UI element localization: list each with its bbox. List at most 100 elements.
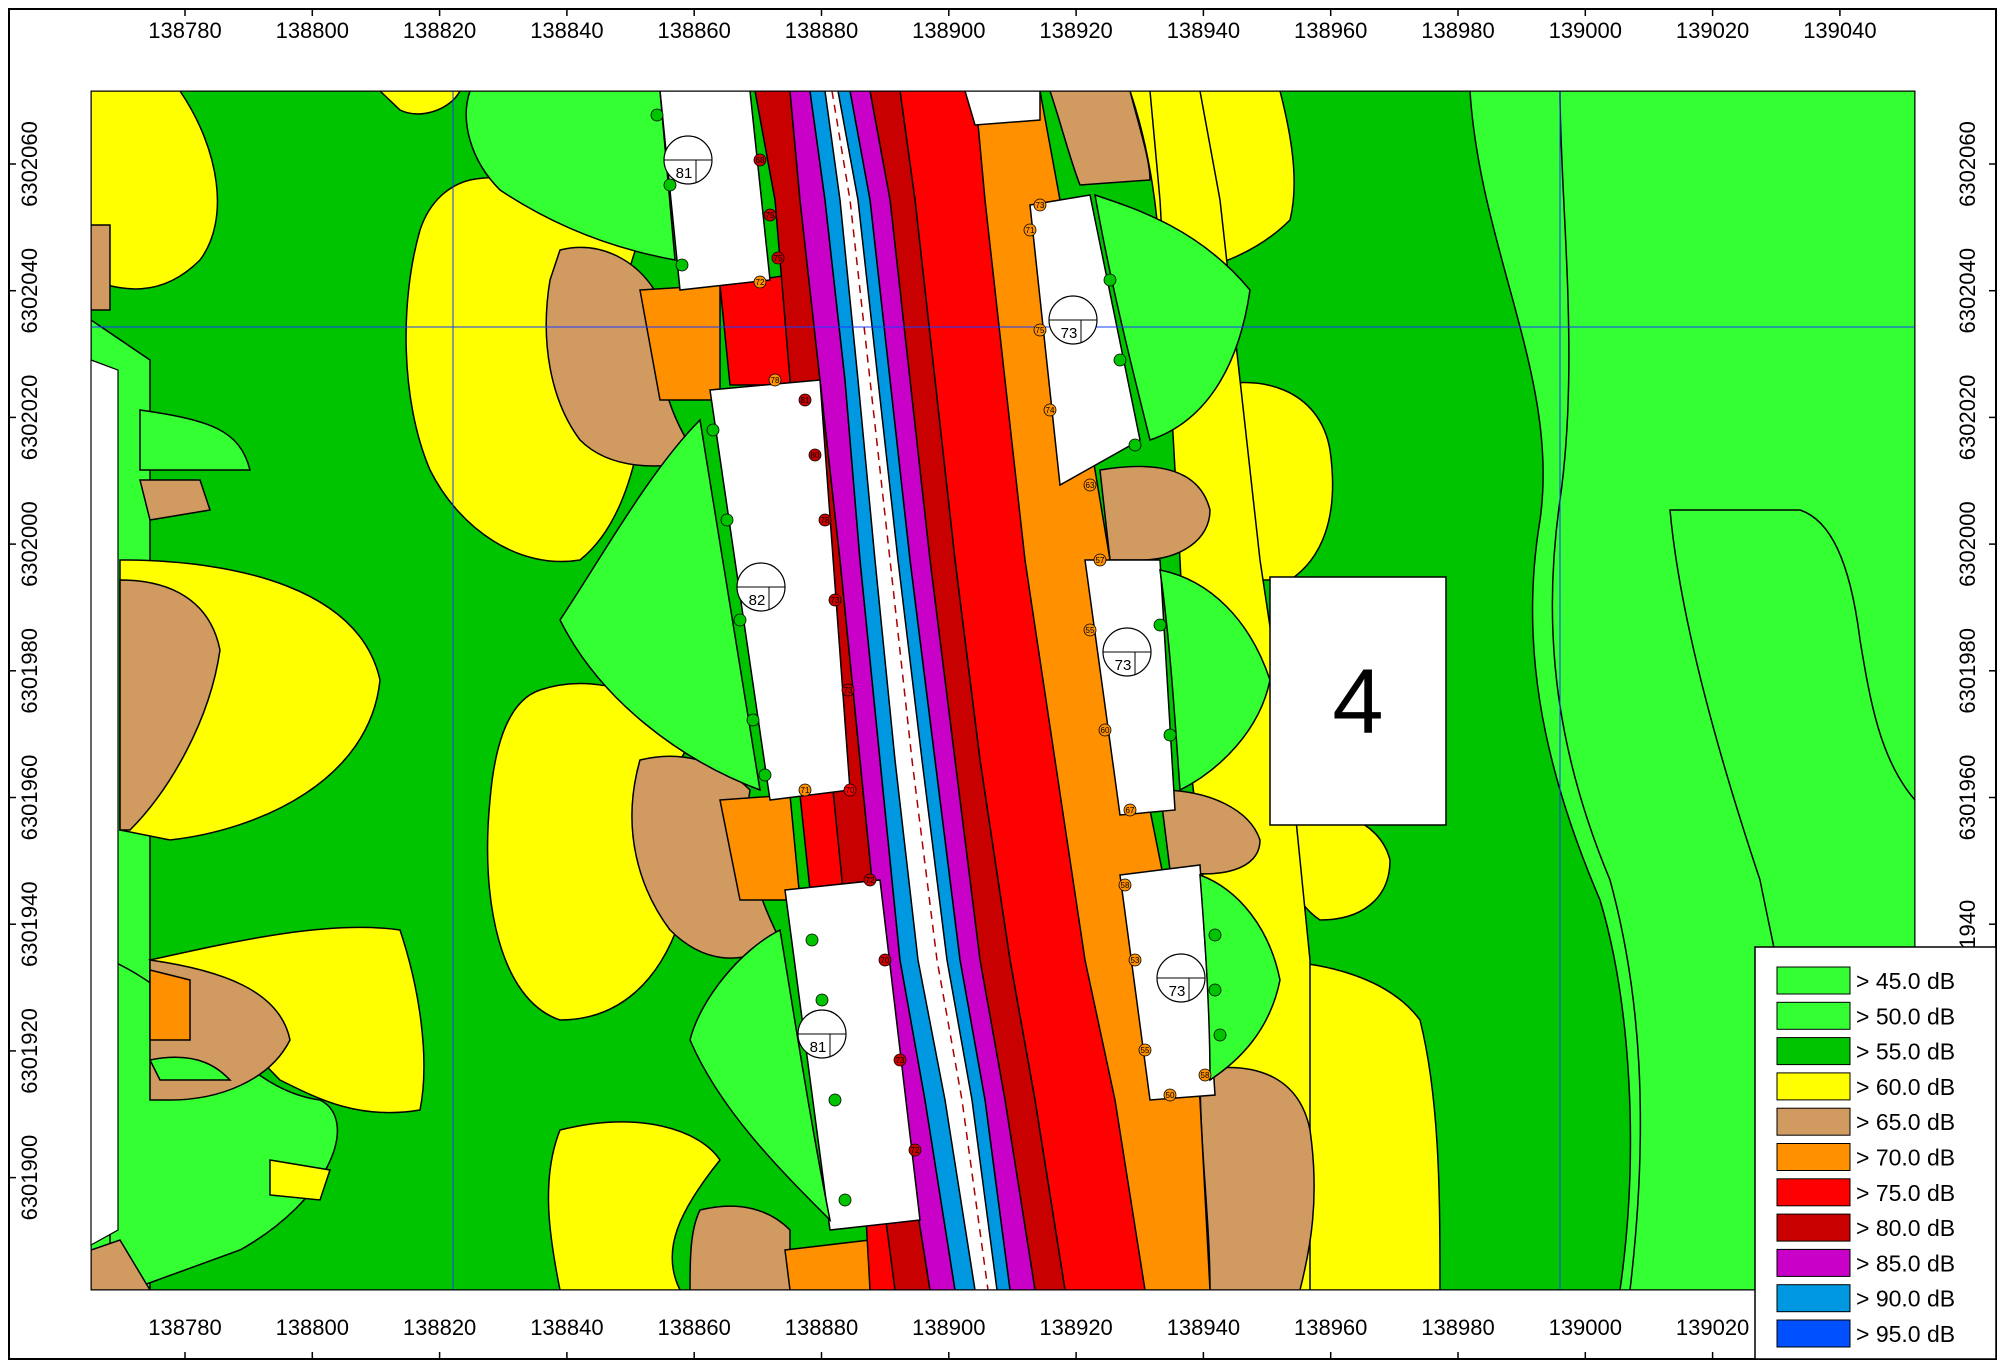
receiver-dot — [1213, 1028, 1227, 1042]
zone-60db-southwest-2 — [547, 1121, 721, 1290]
legend-swatch — [1776, 1143, 1851, 1171]
y-tick-label-left: 6301900 — [17, 1135, 42, 1221]
x-tick-label-top: 139000 — [1549, 18, 1622, 43]
receiver-value: 72 — [866, 876, 875, 885]
receiver-dot — [1128, 438, 1142, 452]
y-tick-label-left: 6301920 — [17, 1008, 42, 1094]
receiver-point: 71 — [1023, 223, 1037, 237]
x-tick-label-bottom: 138980 — [1421, 1315, 1494, 1340]
y-tick-label-right: 6302020 — [1955, 375, 1980, 461]
legend-swatch — [1776, 966, 1851, 995]
receiver-dot — [798, 783, 812, 797]
receiver-dot — [1093, 553, 1107, 567]
legend: > 45.0 dB > 50.0 dB > 55.0 dB > 60.0 dB > 65… — [1754, 946, 1997, 1360]
legend-item: > 95.0 dB — [1776, 1319, 1955, 1348]
receiver-value: 73 — [1036, 201, 1045, 210]
receiver-point: 72 — [908, 1143, 922, 1157]
receiver-dot — [650, 108, 664, 122]
receiver-dot — [841, 683, 855, 697]
receiver-dot — [878, 953, 892, 967]
receiver-point: 75 — [763, 208, 777, 222]
legend-item: > 65.0 dB — [1776, 1107, 1955, 1136]
x-tick-label-bottom: 139020 — [1676, 1315, 1749, 1340]
receiver-value: 53 — [1131, 956, 1140, 965]
x-tick-label-bottom: 138900 — [912, 1315, 985, 1340]
legend-swatch — [1776, 1001, 1851, 1030]
receiver-dot — [768, 373, 782, 387]
receiver-dot — [733, 613, 747, 627]
zone-65db-east-4 — [1199, 1066, 1315, 1290]
receiver-value: 78 — [821, 516, 830, 525]
receiver-dot — [805, 933, 819, 947]
receiver-value: 72 — [756, 278, 765, 287]
receiver-value: 55 — [1086, 626, 1095, 635]
y-tick-label-right: 6301960 — [1955, 755, 1980, 841]
receiver-value: 60 — [1101, 726, 1110, 735]
receiver-value: 75 — [766, 211, 775, 220]
receiver-point: 74 — [1043, 403, 1057, 417]
receiver-dot — [1138, 1043, 1152, 1057]
receiver-dot — [1208, 983, 1222, 997]
receiver-value: 78 — [771, 376, 780, 385]
receiver-point: 63 — [1083, 478, 1097, 492]
x-tick-label-bottom: 138920 — [1039, 1315, 1112, 1340]
receiver-point: 75 — [771, 251, 785, 265]
receiver-point: 50 — [1163, 1088, 1177, 1102]
receiver-value: 71 — [801, 786, 810, 795]
receiver-points: 68 75 75 72 78 81 80 78 73 73 71 70 72 70 73 72 73 71 75 74… — [650, 108, 1227, 1207]
receiver-dot — [1023, 223, 1037, 237]
receiver-value: 50 — [1166, 1091, 1175, 1100]
y-tick-label-left: 6302020 — [17, 375, 42, 461]
receiver-dot — [1033, 323, 1047, 337]
x-tick-label-top: 138840 — [530, 18, 603, 43]
receiver-value: 68 — [756, 156, 765, 165]
x-tick-label-top: 138920 — [1039, 18, 1112, 43]
zone-45db-courtyard-4 — [465, 91, 676, 261]
building-label-bldg-se: 73 — [1156, 953, 1206, 1003]
x-tick-label-top: 138820 — [403, 18, 476, 43]
receiver-dot — [720, 513, 734, 527]
legend-swatch — [1776, 1107, 1851, 1136]
receiver-value: 75 — [1036, 326, 1045, 335]
zone-65db-far-west-2 — [139, 479, 211, 521]
legend-label: > 90.0 dB — [1856, 1286, 1955, 1312]
y-tick-label-right: 1940 — [1955, 900, 1980, 949]
receiver-point: 60 — [1098, 723, 1112, 737]
building-label-bldg-ne: 73 — [1048, 295, 1098, 345]
receiver-dot — [843, 783, 857, 797]
legend-label: > 65.0 dB — [1856, 1109, 1955, 1135]
x-tick-label-bottom: 138840 — [530, 1315, 603, 1340]
receiver-point: 73 — [828, 593, 842, 607]
x-tick-label-bottom: 138780 — [148, 1315, 221, 1340]
building-label-bldg-e: 73 — [1102, 627, 1152, 677]
receiver-dot — [815, 993, 829, 1007]
receiver-dot — [1118, 878, 1132, 892]
legend-item: > 45.0 dB — [1776, 966, 1955, 995]
receiver-dot — [746, 713, 760, 727]
legend-swatch — [1776, 1072, 1851, 1101]
zone-65db-east-2 — [1099, 465, 1211, 561]
receiver-dot — [798, 393, 812, 407]
receiver-point: 71 — [798, 783, 812, 797]
road-centerline — [831, 91, 989, 1290]
receiver-dot — [1033, 198, 1047, 212]
receiver-point: 80 — [808, 448, 822, 462]
y-tick-label-left: 6301980 — [17, 628, 42, 714]
receiver-dot — [1198, 1068, 1212, 1082]
x-axis-bottom: 138780 138800 138820 138840 138860 138880 1389… — [148, 1315, 1749, 1359]
x-tick-label-top: 138800 — [276, 18, 349, 43]
receiver-point: 75 — [1033, 323, 1047, 337]
x-tick-label-bottom: 138800 — [276, 1315, 349, 1340]
receiver-dot — [828, 593, 842, 607]
legend-label: > 75.0 dB — [1856, 1180, 1955, 1206]
receiver-dot — [893, 1053, 907, 1067]
receiver-dot — [763, 208, 777, 222]
legend-label: > 50.0 dB — [1856, 1003, 1955, 1029]
x-tick-label-bottom: 138880 — [785, 1315, 858, 1340]
receiver-point: 68 — [753, 153, 767, 167]
receiver-dot — [1208, 928, 1222, 942]
receiver-point: 78 — [818, 513, 832, 527]
road-centerline-strip — [824, 91, 998, 1290]
zone-65db-east-3 — [1159, 789, 1261, 875]
